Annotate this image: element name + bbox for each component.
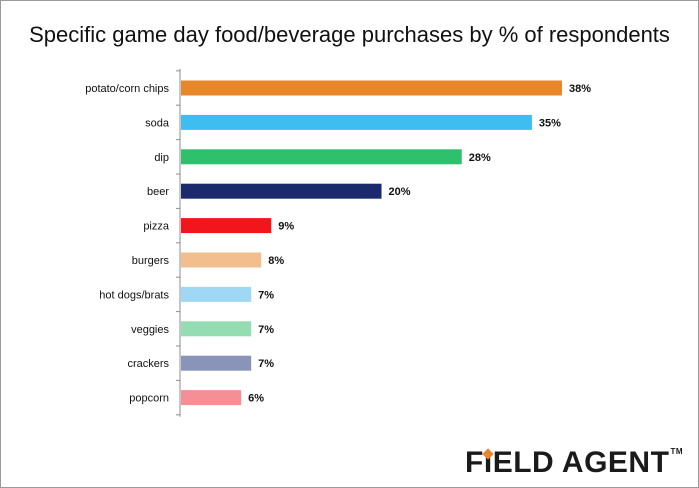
bar	[181, 80, 562, 96]
chart-title: Specific game day food/beverage purchase…	[29, 22, 670, 47]
bar	[181, 183, 382, 199]
category-label: dip	[154, 152, 169, 164]
bar	[181, 114, 532, 130]
category-label: burgers	[132, 255, 170, 267]
bar	[181, 355, 252, 371]
bar	[181, 252, 262, 268]
bar-value-label: 28%	[469, 152, 491, 164]
category-label: crackers	[127, 358, 169, 370]
category-label: beer	[147, 186, 169, 198]
category-label: soda	[145, 117, 170, 129]
category-label: pizza	[143, 221, 170, 233]
bar	[181, 218, 272, 234]
bar-value-label: 8%	[268, 255, 284, 267]
bar-value-label: 20%	[389, 186, 411, 198]
bar-value-label: 7%	[258, 289, 274, 301]
bar	[181, 286, 252, 302]
bar	[181, 321, 252, 337]
category-label: hot dogs/brats	[99, 289, 169, 301]
category-label: potato/corn chips	[85, 83, 169, 95]
bar-value-label: 9%	[278, 221, 294, 233]
bar	[181, 390, 242, 406]
bar-value-label: 7%	[258, 358, 274, 370]
category-label: popcorn	[129, 393, 169, 405]
bar	[181, 149, 462, 165]
bar-value-label: 38%	[569, 83, 591, 95]
bar-value-label: 6%	[248, 393, 264, 405]
bar-value-label: 7%	[258, 324, 274, 336]
field-agent-logo: F IELD AGENTTM	[465, 446, 683, 479]
bar-value-label: 35%	[539, 117, 561, 129]
category-label: veggies	[131, 324, 169, 336]
